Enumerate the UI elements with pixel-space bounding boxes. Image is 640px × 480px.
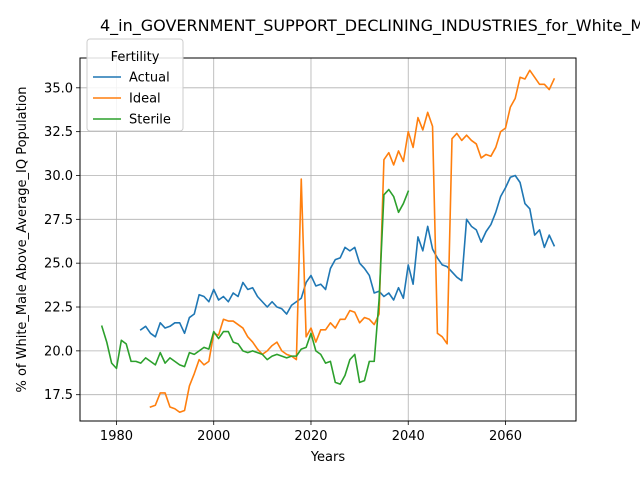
y-tick-label: 27.5 — [44, 213, 73, 228]
legend: Fertility Actual Ideal Sterile — [86, 38, 184, 132]
y-tick-label: 30.0 — [44, 169, 73, 184]
y-tick-label: 17.5 — [44, 388, 73, 403]
legend-label-actual: Actual — [129, 71, 170, 86]
y-tick-label: 22.5 — [44, 301, 73, 316]
legend-title: Fertility — [111, 50, 160, 65]
legend-label-sterile: Sterile — [129, 113, 171, 128]
x-axis: 1980 2000 2020 2040 2060 — [100, 421, 522, 444]
chart-title: 4_in_GOVERNMENT_SUPPORT_DECLINING_INDUST… — [100, 16, 640, 36]
series-line-actual — [139, 174, 556, 338]
y-axis-title: % of White_Male Above_Average_IQ Populat… — [15, 86, 30, 392]
series-line-ideal — [149, 69, 556, 414]
legend-label-ideal: Ideal — [129, 92, 161, 107]
x-tick-label: 2060 — [489, 429, 522, 444]
series-lines — [100, 69, 556, 414]
y-tick-label: 35.0 — [44, 81, 73, 96]
x-axis-title: Years — [310, 450, 346, 465]
y-axis: 17.5 20.0 22.5 25.0 27.5 30.0 32.5 35.0 — [44, 81, 80, 403]
x-tick-label: 2020 — [294, 429, 327, 444]
series-line-sterile — [100, 188, 410, 385]
y-tick-label: 20.0 — [44, 344, 73, 359]
x-tick-label: 2000 — [197, 429, 230, 444]
x-tick-label: 2040 — [392, 429, 425, 444]
y-tick-label: 25.0 — [44, 257, 73, 272]
y-tick-label: 32.5 — [44, 125, 73, 140]
x-tick-label: 1980 — [100, 429, 133, 444]
plot-frame — [79, 57, 577, 422]
legend-box — [86, 38, 184, 132]
